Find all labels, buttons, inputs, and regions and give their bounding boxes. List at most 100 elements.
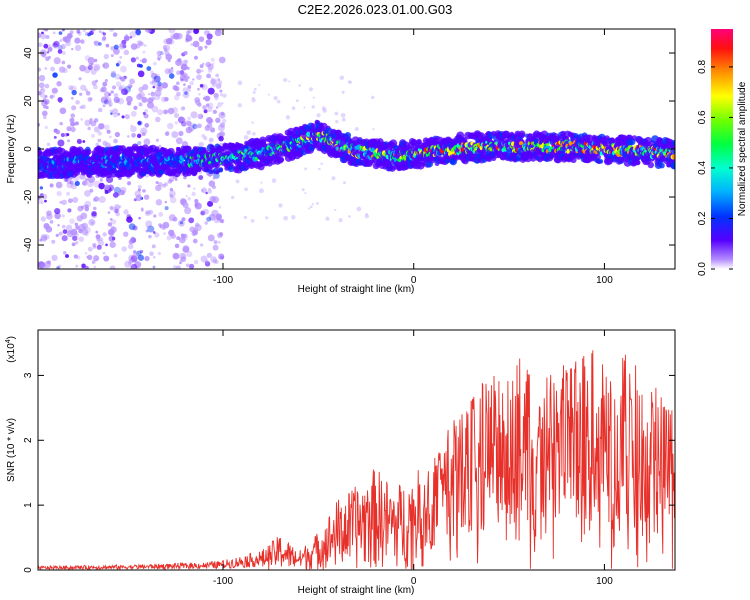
spectrogram-speckle [105,243,108,247]
spectrogram-speckle [126,216,133,223]
spectrogram-speckle [67,139,71,143]
spectrogram-speckle [146,66,152,71]
spectrogram-speckle [131,132,136,138]
spectrogram-speckle [243,135,249,140]
spectrogram-speckle [113,44,119,50]
spectrogram-speckle [141,96,148,103]
spectrogram-speckle [71,47,74,51]
spectrogram-speckle [260,181,263,184]
spectrogram-speckle [151,105,159,113]
spectrogram-speckle [165,132,169,136]
spectrogram-speckle [114,131,120,138]
spectrogram-speckle [141,132,146,137]
spectrogram-speckle [291,214,296,220]
spectrogram-speckle [120,76,126,82]
spectrogram-speckle [75,100,80,105]
spectrogram-speckle [160,96,167,103]
spectrogram-speckle [98,182,105,190]
spectrogram-speckle [89,188,94,193]
spectrogram-speckle [60,44,66,50]
spectrogram-speckle [145,229,149,233]
spectrogram-speckle [62,229,68,234]
spectrogram-speckle [165,37,173,45]
spectrogram-speckle [84,88,89,93]
spectrogram-speckle [117,112,121,116]
spectrogram-speckle [180,63,188,71]
spectrogram-speckle [90,120,97,127]
spectrogram-speckle [348,80,352,85]
spectrogram-ridge [671,139,675,146]
spectrogram-speckle [341,90,345,94]
spectrogram-speckle [115,81,122,87]
spectrogram-speckle [251,98,256,103]
spectrogram-speckle [44,67,48,70]
spectrogram-speckle [192,40,200,48]
spectrogram-speckle [135,29,142,36]
spectrogram-ridge [586,134,593,141]
spectrogram-speckle [204,221,208,225]
spectrogram-speckle [184,77,189,83]
spectrogram-speckle [340,112,346,118]
spectrogram-speckle [204,95,211,102]
spectrogram-speckle [149,251,154,257]
spectrogram-speckle [74,180,80,187]
spectrogram-speckle [145,220,153,228]
spectrogram-speckle [243,215,248,220]
spectrogram-speckle [81,104,86,110]
spectrogram-speckle [137,188,141,192]
spectrogram-speckle [208,126,213,131]
spectrogram-speckle [61,199,67,205]
spectrogram-speckle [137,184,142,190]
spectrogram-x-tick-label: 0 [411,275,417,286]
spectrogram-speckle [87,246,93,252]
spectrogram-speckle [163,232,166,235]
spectrogram-speckle [204,261,211,267]
spectrogram-speckle [124,34,129,38]
spectrogram-speckle [121,246,127,252]
spectrogram-speckle [40,233,48,241]
spectrogram-speckle [130,57,136,63]
spectrogram-speckle [218,80,223,85]
spectrogram-speckle [235,179,240,184]
spectrogram-speckle [295,99,299,103]
spectrogram-speckle [208,137,214,143]
spectrogram-speckle [74,37,81,44]
spectrogram-speckle [155,198,163,206]
spectrogram-speckle [121,88,128,96]
spectrogram-speckle [206,33,213,40]
spectrogram-speckle [45,105,49,110]
snr-y-tick-label: 2 [23,437,34,443]
spectrogram-speckle [219,122,226,128]
spectrogram-speckle [132,250,137,254]
spectrogram-speckle [106,99,112,105]
spectrogram-speckle [285,115,291,120]
spectrogram-speckle [148,209,154,215]
spectrogram-speckle [122,44,127,49]
spectrogram-speckle [40,216,46,222]
spectrogram-speckle [153,214,157,218]
spectrogram-speckle [181,234,188,241]
spectrogram-speckle [138,216,141,220]
spectrogram-speckle [197,45,203,51]
spectrogram-speckle [110,225,115,230]
spectrogram-speckle [102,104,106,108]
spectrogram-speckle [62,67,68,74]
spectrogram-speckle [161,82,168,89]
spectrogram-speckle [111,85,117,90]
spectrogram-speckle [168,179,173,183]
spectrogram-speckle [182,87,189,93]
spectrogram-speckle [182,91,190,99]
spectrogram-speckle [370,95,375,100]
spectrogram-speckle [214,259,219,265]
spectrogram-speckle [181,217,186,222]
spectrogram-speckle [187,88,192,93]
spectrogram-speckle [167,107,175,115]
spectrogram-speckle [342,181,346,185]
spectrogram-speckle [72,196,79,204]
spectrogram-speckle [138,102,143,107]
spectrogram-speckle [188,29,193,34]
spectrogram-speckle [151,96,156,101]
spectrogram-speckle [92,243,97,248]
spectrogram-speckle [154,232,160,238]
spectrogram-speckle [113,92,119,98]
